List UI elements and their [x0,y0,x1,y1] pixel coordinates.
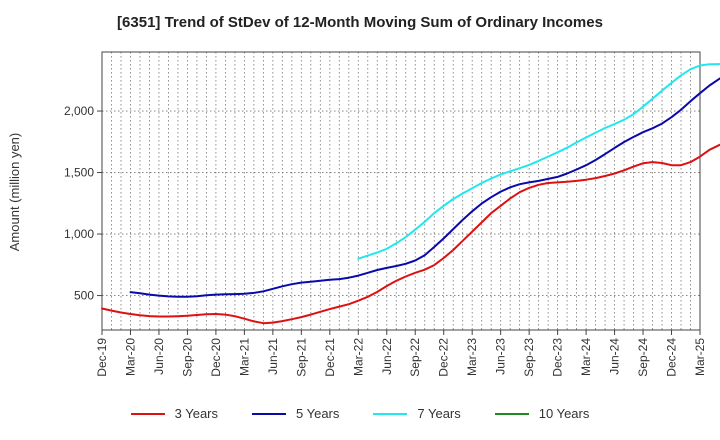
x-tick-label: Jun-20 [152,338,166,375]
legend-swatch [373,412,408,415]
chart-legend: 3 Years 5 Years 7 Years 10 Years [0,406,720,421]
x-tick-label: Dec-22 [437,338,451,377]
series-line-7-years [357,63,720,260]
x-tick-label: Mar-24 [579,338,593,376]
legend-swatch [252,412,286,415]
x-tick-label: Jun-22 [380,338,394,375]
y-tick-label: 2,000 [64,104,94,118]
x-tick-label: Sep-20 [180,338,194,377]
x-tick-label: Dec-20 [209,338,223,377]
legend-label: 7 Years [417,406,461,421]
plot-background [102,52,700,330]
x-tick-label: Dec-24 [665,338,679,377]
legend-item-7-years: 7 Years [373,406,461,421]
legend-swatch [494,412,529,415]
legend-label: 10 Years [538,406,590,421]
series-line-3-years [101,143,720,325]
y-tick-label: 1,500 [64,166,94,180]
legend-swatch [130,412,165,415]
legend-item-10-years: 10 Years [494,406,590,421]
x-tick-label: Jun-24 [608,338,622,375]
y-axis-label: Amount (million yen) [7,133,22,252]
x-tick-label: Jun-21 [266,338,280,375]
x-tick-label: Mar-22 [351,338,365,376]
legend-item-5-years: 5 Years [252,406,339,421]
x-tick-label: Sep-21 [294,338,308,377]
x-tick-label: Mar-23 [465,338,479,376]
x-tick-label: Mar-25 [693,338,707,376]
x-tick-label: Dec-21 [323,338,337,377]
x-tick-label: Sep-24 [636,338,650,377]
y-tick-label: 500 [74,289,94,303]
x-tick-label: Sep-22 [408,338,422,377]
x-tick-label: Mar-20 [123,338,137,376]
x-tick-label: Dec-23 [551,338,565,377]
x-tick-label: Sep-23 [522,338,536,377]
chart-title: [6351] Trend of StDev of 12-Month Moving… [117,14,603,31]
x-tick-label: Jun-23 [494,338,508,375]
x-tick-label: Mar-21 [237,338,251,376]
x-tick-label: Dec-19 [95,338,109,377]
series-line-5-years [129,77,720,298]
legend-label: 3 Years [174,406,218,421]
legend-item-3-years: 3 Years [130,406,218,421]
legend-label: 5 Years [296,406,340,421]
plot-frame [101,51,701,331]
y-tick-label: 1,000 [64,227,94,241]
